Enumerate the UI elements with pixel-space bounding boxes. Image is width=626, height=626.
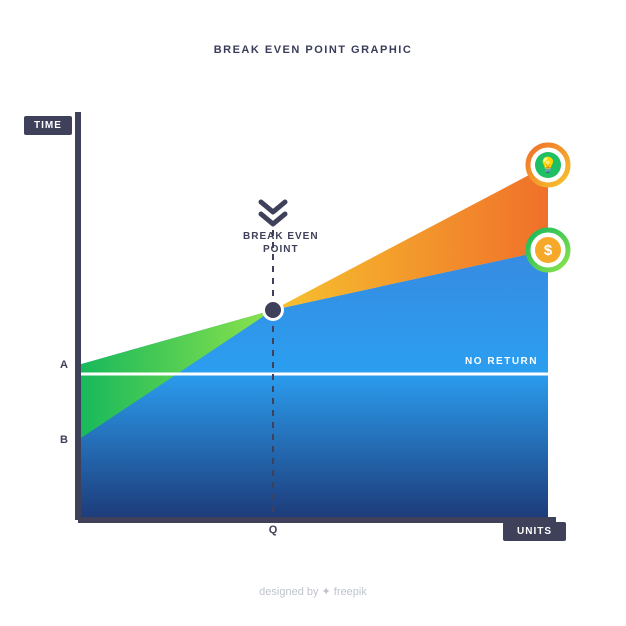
y-tick-b: B bbox=[60, 434, 68, 446]
dollar-icon: $ bbox=[528, 230, 568, 270]
credit-line: designed by ✦ freepik bbox=[0, 585, 626, 598]
chart-plot bbox=[78, 120, 548, 520]
x-axis-label: UNITS bbox=[503, 522, 566, 541]
bulb-icon: 💡 bbox=[528, 145, 568, 185]
page-title: BREAK EVEN POINT GRAPHIC bbox=[0, 44, 626, 56]
x-tick-q: Q bbox=[269, 524, 278, 536]
bep-dot bbox=[265, 302, 281, 318]
y-axis-label: TIME bbox=[24, 116, 72, 135]
no-return-label: NO RETURN bbox=[465, 356, 538, 367]
chevron-down-icon bbox=[261, 202, 285, 224]
break-even-chart: TIME UNITS A B Q BREAK EVEN POINT NO RET… bbox=[78, 120, 548, 520]
y-tick-a: A bbox=[60, 359, 68, 371]
bep-label: BREAK EVEN POINT bbox=[243, 230, 319, 256]
